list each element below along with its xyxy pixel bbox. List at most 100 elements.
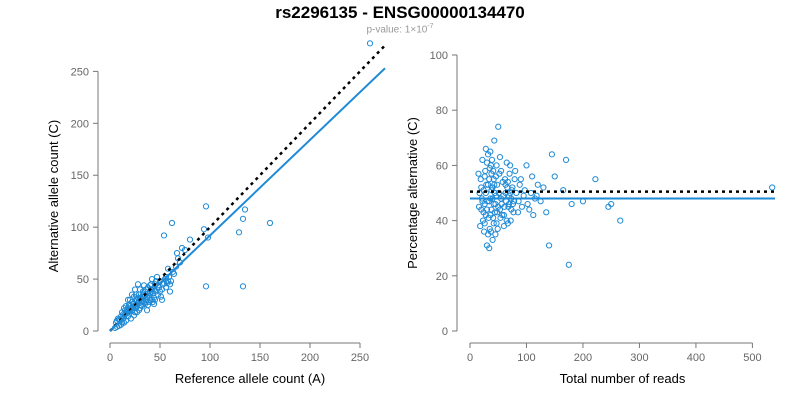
data-point — [510, 209, 517, 216]
data-point — [565, 261, 572, 268]
scatter-plot-percentage: 0 100 200 300 400 500 0 20 40 60 80 100 Total number… — [405, 50, 776, 386]
data-point — [545, 242, 553, 249]
y-tick-label: 50 — [77, 274, 89, 286]
data-point — [534, 181, 541, 188]
data-point — [480, 209, 487, 216]
data-point — [529, 173, 536, 180]
data-point — [499, 211, 506, 219]
chart-subtitle: p-value: 1×10-7 — [0, 23, 800, 35]
data-point — [475, 203, 483, 210]
data-point — [514, 209, 522, 216]
x-tick-label: 500 — [743, 352, 761, 364]
data-point — [562, 156, 570, 163]
data-point — [486, 176, 493, 183]
data-point — [126, 296, 134, 303]
data-point — [170, 270, 178, 277]
data-point — [239, 283, 247, 290]
y-tick-label: 150 — [71, 170, 89, 182]
data-point — [530, 211, 537, 219]
data-point — [512, 167, 519, 175]
data-point — [540, 184, 547, 191]
y-tick-label: 80 — [436, 105, 448, 117]
data-point — [501, 203, 508, 210]
data-point — [503, 217, 510, 224]
data-point — [166, 281, 174, 288]
scatter-plot-allele-counts: 0 50 100 150 200 250 0 50 100 150 200 250 Reference … — [46, 40, 386, 386]
data-point — [492, 231, 499, 238]
data-point — [158, 296, 166, 303]
fit-line — [109, 67, 386, 332]
data-point — [491, 209, 498, 216]
data-point — [136, 286, 144, 293]
data-point — [164, 278, 172, 285]
data-point — [204, 234, 212, 241]
x-tick-label: 250 — [351, 352, 369, 364]
x-axis-label: Total number of reads — [560, 371, 686, 386]
data-point — [173, 250, 181, 257]
data-point — [504, 178, 511, 186]
data-point — [503, 159, 510, 166]
x-tick-label: 0 — [107, 352, 113, 364]
data-point — [366, 40, 374, 47]
data-point — [605, 203, 612, 210]
data-point — [511, 176, 518, 183]
data-point — [235, 229, 243, 236]
data-point — [241, 206, 249, 213]
y-tick-label: 60 — [436, 160, 448, 172]
data-point — [144, 301, 152, 309]
data-point — [492, 200, 499, 208]
data-point — [568, 200, 575, 208]
data-point — [548, 151, 555, 158]
data-point — [239, 215, 247, 222]
data-point — [517, 176, 524, 183]
data-point — [592, 176, 599, 183]
data-point — [481, 220, 488, 227]
y-axis-label: Percentage alternative (C) — [405, 117, 420, 269]
data-point — [134, 281, 142, 288]
data-point — [158, 286, 166, 293]
data-point — [488, 156, 496, 163]
data-point — [487, 148, 494, 155]
data-point — [142, 298, 150, 306]
x-axis-label: Reference allele count (A) — [175, 371, 325, 386]
data-point — [479, 156, 486, 163]
reference-line — [109, 44, 386, 332]
data-point — [526, 206, 533, 213]
data-point — [166, 288, 174, 295]
data-point — [130, 312, 138, 319]
data-point — [518, 203, 526, 210]
data-point — [167, 278, 175, 285]
y-tick-label: 0 — [442, 326, 448, 338]
data-point — [153, 273, 161, 281]
subtitle-prefix: p-value: 1×10 — [366, 24, 428, 36]
data-point — [506, 170, 513, 177]
data-point — [507, 162, 514, 169]
data-point — [543, 209, 550, 216]
x-tick-label: 100 — [201, 352, 219, 364]
data-point — [482, 145, 489, 152]
y-tick-label: 200 — [71, 118, 89, 130]
data-point — [202, 203, 210, 210]
data-point — [490, 200, 497, 208]
x-tick-label: 200 — [574, 352, 592, 364]
data-point — [134, 294, 142, 301]
data-point — [483, 159, 491, 166]
data-point — [769, 184, 776, 191]
data-point — [516, 181, 523, 188]
data-point — [143, 307, 151, 314]
data-point — [478, 184, 485, 191]
x-tick-label: 50 — [154, 352, 166, 364]
data-point — [168, 219, 176, 227]
data-point — [617, 217, 624, 224]
data-point — [507, 189, 514, 197]
data-point — [513, 189, 520, 197]
data-point — [484, 181, 492, 188]
y-tick-label: 20 — [436, 271, 448, 283]
data-point — [481, 173, 488, 180]
data-point — [128, 291, 136, 298]
data-point — [200, 226, 208, 233]
x-tick-label: 100 — [517, 352, 535, 364]
data-point — [489, 184, 496, 191]
data-point — [186, 236, 194, 243]
data-point — [202, 283, 210, 290]
